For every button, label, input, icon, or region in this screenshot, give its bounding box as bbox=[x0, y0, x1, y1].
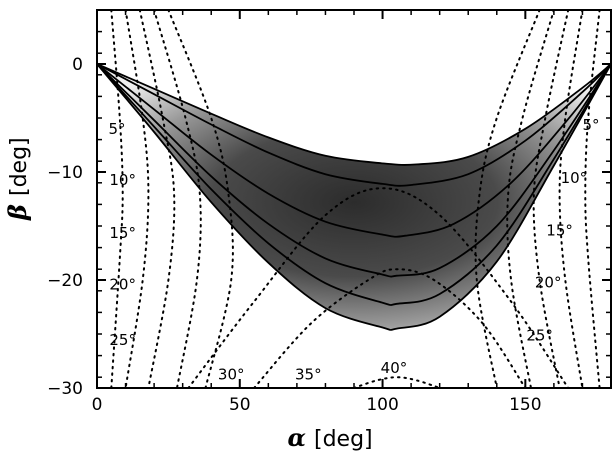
contour-label: 25° bbox=[526, 326, 553, 344]
contour-label: 10° bbox=[109, 171, 136, 189]
dotted-contour bbox=[110, 10, 124, 388]
y-tick-label: −10 bbox=[47, 163, 83, 183]
axis-ticks: 0 50 100 150 0 −10 −20 −30 bbox=[47, 9, 611, 415]
contour-label: 35° bbox=[295, 365, 322, 383]
y-axis-title: β [deg] bbox=[3, 137, 32, 221]
dotted-contour bbox=[167, 10, 234, 388]
contour-label: 15° bbox=[546, 222, 573, 240]
solid-contour bbox=[97, 63, 611, 166]
dotted-contour bbox=[138, 10, 176, 388]
y-tick-label: −30 bbox=[47, 379, 83, 399]
x-tick-label: 50 bbox=[229, 395, 251, 415]
solid-contours bbox=[97, 63, 611, 331]
contour-label: 30° bbox=[218, 365, 245, 383]
dotted-contour bbox=[253, 268, 527, 388]
contour-label: 5° bbox=[582, 116, 599, 134]
x-tick-label: 0 bbox=[92, 395, 103, 415]
contour-label: 20° bbox=[109, 276, 136, 294]
density-map bbox=[97, 64, 611, 331]
solid-contour bbox=[97, 63, 611, 238]
dotted-contour bbox=[187, 187, 570, 388]
x-tick-label: 150 bbox=[509, 395, 541, 415]
contour-label: 25° bbox=[109, 331, 136, 349]
x-axis-symbol: α bbox=[288, 423, 306, 452]
density-fill bbox=[97, 64, 611, 331]
contour-label: 5° bbox=[108, 120, 125, 138]
solid-contour bbox=[97, 63, 611, 306]
dotted-contour bbox=[506, 10, 555, 388]
contour-labels: 5° 10° 15° 20° 25° 5° 10° 15° 20° 25° 30° 35° 40° bbox=[108, 116, 599, 383]
solid-contour bbox=[97, 63, 611, 278]
y-axis-symbol: β bbox=[3, 204, 32, 221]
dotted-contour bbox=[353, 376, 441, 388]
y-axis-unit: [deg] bbox=[7, 137, 32, 196]
dotted-contour bbox=[558, 10, 584, 388]
solid-contour bbox=[97, 63, 611, 187]
dotted-contour bbox=[584, 10, 601, 388]
x-axis-unit: [deg] bbox=[314, 427, 373, 452]
dotted-contour bbox=[474, 10, 541, 388]
y-tick-label: −20 bbox=[47, 271, 83, 291]
x-axis-title: α [deg] bbox=[288, 423, 373, 452]
dotted-contour bbox=[124, 10, 150, 388]
dotted-contours bbox=[110, 10, 601, 388]
y-tick-label: 0 bbox=[72, 55, 83, 75]
x-tick-label: 100 bbox=[366, 395, 398, 415]
dotted-contour bbox=[153, 10, 202, 388]
solid-contour bbox=[97, 63, 611, 331]
contour-label: 40° bbox=[381, 359, 408, 377]
contour-label: 15° bbox=[109, 224, 136, 242]
contour-label: 10° bbox=[561, 169, 588, 187]
contour-label: 20° bbox=[535, 274, 562, 292]
